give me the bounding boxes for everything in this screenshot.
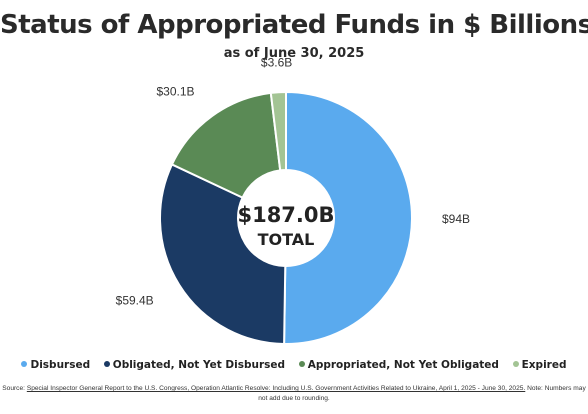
label-appropriated: $30.1B	[157, 85, 195, 99]
legend-item-appropriated: Appropriated, Not Yet Obligated	[298, 359, 499, 371]
center-total-label: TOTAL	[258, 230, 315, 249]
center-total-value: $187.0B	[237, 203, 334, 227]
slice-expired	[269, 90, 287, 172]
legend-marker	[298, 361, 305, 367]
donut-data-labels: $94B $59.4B $30.1B $3.6B	[116, 55, 470, 307]
legend-label: Appropriated, Not Yet Obligated	[307, 359, 499, 371]
slice-obligated	[159, 163, 287, 346]
chart-title: Status of Appropriated Funds in $ Billio…	[0, 10, 588, 40]
legend-marker	[103, 361, 110, 367]
source-prefix: Source:	[2, 385, 27, 392]
slice-disbursed	[283, 90, 413, 345]
label-obligated: $59.4B	[116, 294, 154, 308]
source-note: Source: Special Inspector General Report…	[0, 384, 588, 404]
chart-subtitle: as of June 30, 2025	[223, 46, 365, 61]
legend-item-disbursed: Disbursed	[21, 359, 90, 371]
legend-label: Obligated, Not Yet Disbursed	[112, 359, 286, 371]
chart-legend: Disbursed Obligated, Not Yet Disbursed A…	[0, 359, 588, 371]
source-report-link[interactable]: Special Inspector General Report to the …	[26, 385, 526, 392]
legend-label: Disbursed	[30, 359, 91, 371]
legend-marker	[512, 361, 519, 367]
label-disbursed: $94B	[442, 212, 470, 226]
legend-item-obligated: Obligated, Not Yet Disbursed	[103, 359, 286, 371]
legend-label: Expired	[521, 359, 567, 371]
legend-item-expired: Expired	[512, 359, 567, 371]
source-rounding-note: Note: Numbers may not add due to roundin…	[258, 385, 586, 402]
slice-appropriated	[170, 91, 282, 199]
label-expired: $3.6B	[261, 55, 292, 69]
legend-marker	[21, 361, 28, 367]
donut-hole	[239, 171, 333, 265]
donut-slices	[159, 90, 413, 346]
